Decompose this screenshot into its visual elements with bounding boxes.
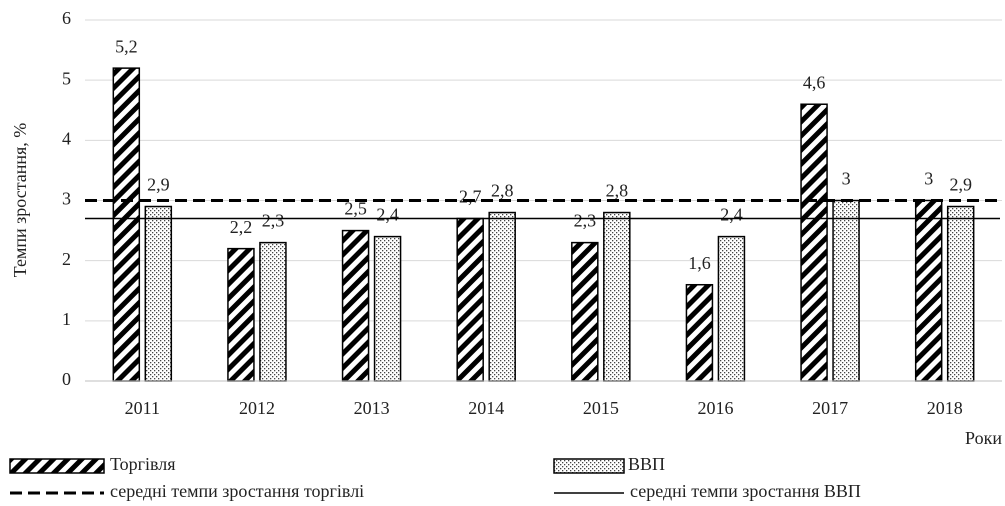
y-tick-label: 6 [62,8,71,28]
data-label: 2,4 [720,205,743,225]
x-tick-label: 2018 [927,398,963,418]
bar [488,211,516,382]
data-label: 4,6 [803,72,826,92]
data-label: 5,2 [115,36,138,56]
data-label: 2,5 [344,199,367,219]
data-label: 2,2 [230,217,253,237]
x-tick-label: 2011 [125,398,160,418]
data-label: 3 [924,169,933,189]
data-label: 2,3 [262,211,285,231]
x-tick-label: 2016 [697,398,733,418]
y-tick-label: 5 [62,68,71,88]
bar [685,283,714,382]
y-axis-title: Темпи зростання, % [10,123,30,278]
bar [603,211,631,382]
bar [373,235,402,382]
y-tick-label: 3 [62,189,71,209]
x-tick-label: 2015 [583,398,619,418]
y-tick-label: 1 [62,309,71,329]
legend-label: ВВП [628,454,665,474]
bar [571,241,599,382]
bar [800,103,828,382]
bar [227,247,255,382]
legend-swatch [9,458,105,474]
bar [112,67,141,382]
data-label: 2,9 [147,175,170,195]
x-tick-label: 2014 [468,398,504,418]
legend-label: Торгівля [110,454,176,474]
y-tick-label: 0 [62,369,71,389]
bar [456,217,484,382]
y-tick-label: 2 [62,249,71,269]
data-label: 2,7 [459,187,482,207]
x-tick-label: 2013 [354,398,390,418]
data-label: 2,3 [574,211,597,231]
legend-swatch [553,458,625,474]
bar [144,205,173,382]
bar [914,199,943,382]
data-label: 2,8 [491,181,514,201]
data-label: 2,8 [606,181,629,201]
data-label: 2,4 [376,205,399,225]
bar [717,235,746,382]
bar [946,205,975,382]
y-tick-label: 4 [62,128,71,148]
legend-label: середні темпи зростання торгівлі [110,481,364,501]
data-label: 2,9 [949,175,972,195]
x-tick-label: 2017 [812,398,848,418]
data-label: 1,6 [688,253,711,273]
x-axis-title: Роки [965,428,1002,448]
legend-label: середні темпи зростання ВВП [630,481,861,501]
bar [259,241,287,382]
bar [341,229,370,382]
bar [832,199,860,382]
x-tick-label: 2012 [239,398,275,418]
data-label: 3 [842,169,851,189]
